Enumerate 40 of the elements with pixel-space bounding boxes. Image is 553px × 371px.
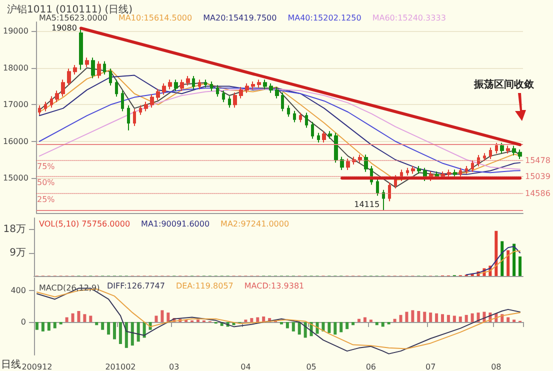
text: 日线 xyxy=(1,358,21,370)
text: MA40:15202.1250 xyxy=(288,14,362,22)
y-tick-label: 16000 xyxy=(2,136,28,146)
y-tick-label: 400 xyxy=(10,286,26,296)
x-tick-label: 06 xyxy=(366,362,376,371)
text: MA1:90091.6000 xyxy=(141,220,210,228)
ref-line-label: 15478 xyxy=(525,156,550,166)
annotation: 14115 xyxy=(354,200,380,210)
x-tick-label: 07 xyxy=(425,362,436,371)
y-tick-label: 19000 xyxy=(2,26,28,36)
y-tick-label: 9万 xyxy=(10,247,26,258)
annotation: 75% xyxy=(37,162,56,172)
text: DEA:119.8057 xyxy=(176,282,234,290)
y-tick-label: 15000 xyxy=(2,174,28,183)
x-tick-label: 201002 xyxy=(105,362,136,371)
text: MA2:97241.0000 xyxy=(220,220,290,228)
text: MACD(26,12,9) xyxy=(39,284,100,292)
x-tick-label: 08 xyxy=(491,362,502,371)
x-tick-label: 200912 xyxy=(22,362,52,371)
y-tick-label: 18万 xyxy=(3,224,26,236)
text: MA5:15623.0000 xyxy=(39,14,108,22)
chart-title: 沪铝1011 (010111) (日线) xyxy=(7,4,133,16)
text: MA10:15614.5000 xyxy=(118,14,192,22)
y-tick-label: 18000 xyxy=(2,63,28,72)
annotation: 50% xyxy=(37,178,56,188)
ref-line-label: 14586 xyxy=(525,188,550,198)
text: MA20:15419.7500 xyxy=(203,14,277,22)
annotation: 25% xyxy=(37,194,56,204)
y-tick-label: 0 xyxy=(20,318,26,326)
ref-line-label: 15039 xyxy=(525,172,550,182)
series-label: DIFF:126.7747 xyxy=(107,282,165,290)
text: MA60:15240.3333 xyxy=(372,14,446,22)
annotation: 振荡区间收敛 xyxy=(473,78,535,90)
y-tick-label: 17000 xyxy=(2,100,28,110)
text: VOL(5,10) 75756.0000 xyxy=(39,220,130,228)
annotation: 19080 xyxy=(52,24,77,33)
text: MACD:13.9381 xyxy=(244,282,304,290)
x-tick-label: 05 xyxy=(306,362,316,371)
x-tick-label: 03 xyxy=(169,362,180,371)
x-tick-label: 04 xyxy=(240,362,251,371)
